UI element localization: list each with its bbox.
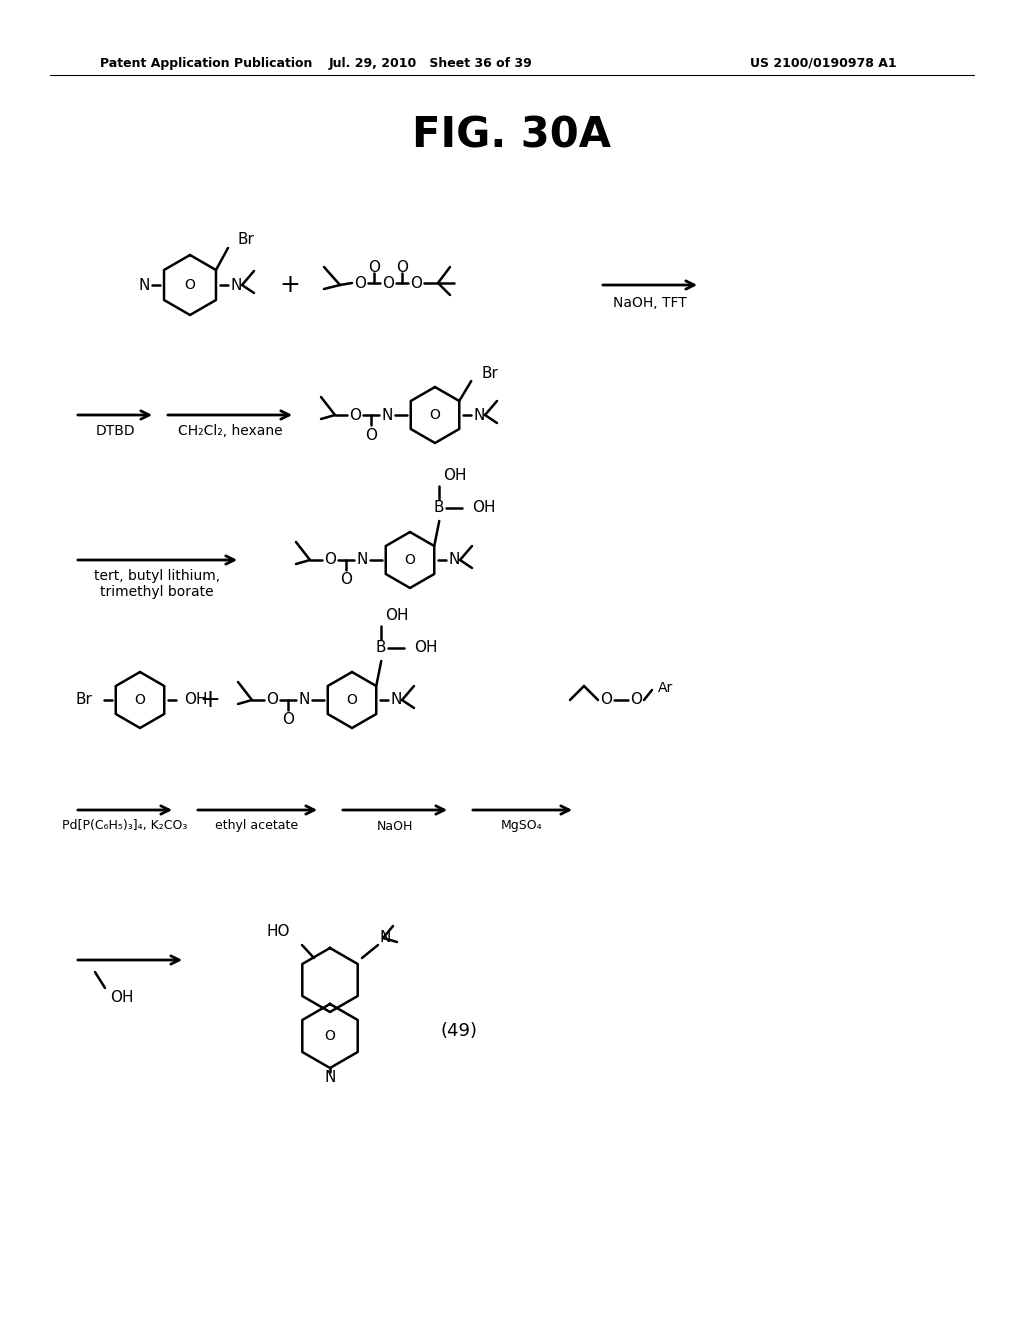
Text: O: O (354, 276, 366, 290)
Text: OH: OH (472, 500, 496, 516)
Text: N: N (449, 553, 460, 568)
Text: O: O (600, 693, 612, 708)
Text: O: O (404, 553, 416, 568)
Text: O: O (429, 408, 440, 422)
Text: Ar: Ar (658, 681, 673, 696)
Text: Br: Br (481, 366, 498, 380)
Text: O: O (266, 693, 278, 708)
Text: Pd[P(C₆H₅)₃]₄, K₂CO₃: Pd[P(C₆H₅)₃]₄, K₂CO₃ (62, 820, 187, 833)
Text: O: O (340, 573, 352, 587)
Text: N: N (138, 277, 150, 293)
Text: Br: Br (75, 693, 92, 708)
Text: +: + (200, 688, 220, 711)
Text: N: N (381, 408, 392, 422)
Text: O: O (325, 1030, 336, 1043)
Text: N: N (298, 693, 309, 708)
Text: O: O (630, 693, 642, 708)
Text: CH₂Cl₂, hexane: CH₂Cl₂, hexane (178, 424, 283, 438)
Text: (49): (49) (440, 1022, 477, 1040)
Text: OH: OH (184, 693, 208, 708)
Text: O: O (346, 693, 357, 708)
Text: DTBD: DTBD (95, 424, 135, 438)
Text: US 2100/0190978 A1: US 2100/0190978 A1 (750, 57, 897, 70)
Text: N: N (325, 1071, 336, 1085)
Text: O: O (349, 408, 361, 422)
Text: OH: OH (443, 469, 467, 483)
Text: N: N (379, 931, 391, 945)
Text: NaOH, TFT: NaOH, TFT (613, 296, 687, 310)
Text: MgSO₄: MgSO₄ (501, 820, 543, 833)
Text: O: O (324, 553, 336, 568)
Text: B: B (376, 640, 386, 656)
Text: +: + (280, 273, 300, 297)
Text: trimethyl borate: trimethyl borate (100, 585, 214, 599)
Text: ethyl acetate: ethyl acetate (215, 820, 299, 833)
Text: B: B (434, 500, 444, 516)
Text: O: O (396, 260, 408, 275)
Text: O: O (365, 428, 377, 442)
Text: N: N (390, 693, 401, 708)
Text: N: N (356, 553, 368, 568)
Text: N: N (230, 277, 242, 293)
Text: OH: OH (415, 640, 437, 656)
Text: Patent Application Publication: Patent Application Publication (100, 57, 312, 70)
Text: N: N (473, 408, 484, 422)
Text: Br: Br (238, 232, 255, 248)
Text: O: O (184, 279, 196, 292)
Text: OH: OH (110, 990, 133, 1006)
Text: O: O (282, 713, 294, 727)
Text: NaOH: NaOH (377, 820, 414, 833)
Text: O: O (382, 276, 394, 290)
Text: O: O (134, 693, 145, 708)
Text: OH: OH (385, 609, 409, 623)
Text: FIG. 30A: FIG. 30A (413, 114, 611, 156)
Text: tert, butyl lithium,: tert, butyl lithium, (94, 569, 220, 583)
Text: Jul. 29, 2010   Sheet 36 of 39: Jul. 29, 2010 Sheet 36 of 39 (328, 57, 531, 70)
Text: HO: HO (266, 924, 290, 940)
Text: O: O (410, 276, 422, 290)
Text: O: O (368, 260, 380, 275)
